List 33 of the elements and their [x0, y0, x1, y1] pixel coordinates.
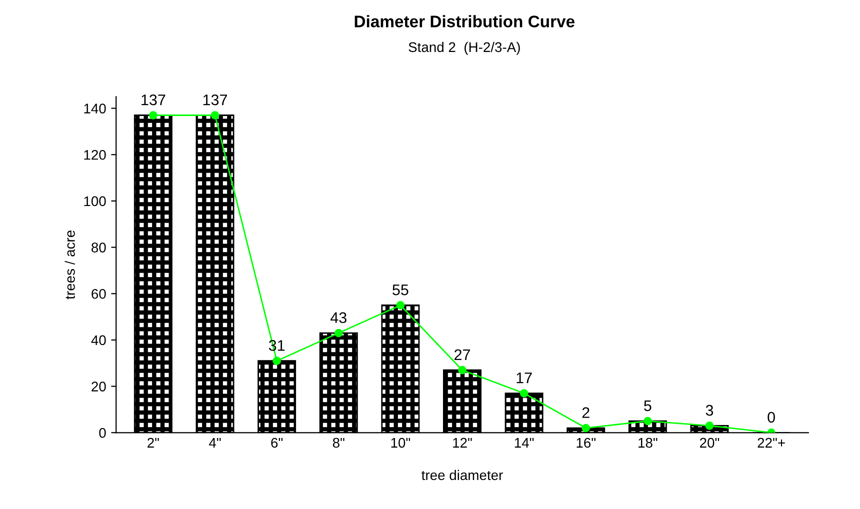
data-label: 5 — [644, 400, 652, 412]
x-tick-label: 18" — [638, 438, 658, 448]
data-label: 2 — [582, 407, 590, 418]
x-tick-label: 10" — [391, 438, 410, 448]
y-axis-title: trees / acre — [64, 230, 75, 300]
x-axis-title: tree diameter — [422, 470, 503, 480]
x-tick-label: 22"+ — [758, 438, 785, 448]
data-label: 27 — [454, 349, 470, 360]
x-tick-label: 16" — [576, 438, 596, 448]
x-tick-label: 14" — [514, 438, 534, 448]
y-tick-label: 100 — [84, 196, 106, 206]
data-label: 0 — [768, 412, 775, 423]
chart-subtitle: Stand 2 (H-2/3-A) — [408, 42, 520, 55]
y-tick-label: 140 — [84, 104, 106, 114]
x-tick-label: 4" — [208, 438, 221, 448]
data-label: 55 — [392, 284, 408, 296]
y-tick-label: 0 — [99, 428, 106, 438]
x-tick-label: 6" — [271, 438, 283, 448]
x-tick-label: 12" — [453, 438, 472, 448]
data-label: 17 — [516, 372, 532, 384]
data-label: 3 — [706, 404, 714, 416]
x-tick-label: 8" — [332, 438, 344, 448]
data-label: 43 — [330, 312, 346, 324]
y-tick-label: 40 — [91, 335, 106, 346]
data-label: 137 — [203, 94, 227, 106]
x-tick-label: 2" — [148, 438, 159, 448]
data-label: 137 — [142, 94, 166, 106]
y-tick-label: 120 — [84, 150, 106, 160]
y-tick-label: 20 — [92, 382, 106, 392]
x-tick-label: 20" — [700, 438, 720, 448]
y-tick-label: 80 — [92, 242, 106, 252]
chart-title: Diameter Distribution Curve — [354, 15, 575, 28]
y-tick-label: 60 — [92, 288, 106, 299]
